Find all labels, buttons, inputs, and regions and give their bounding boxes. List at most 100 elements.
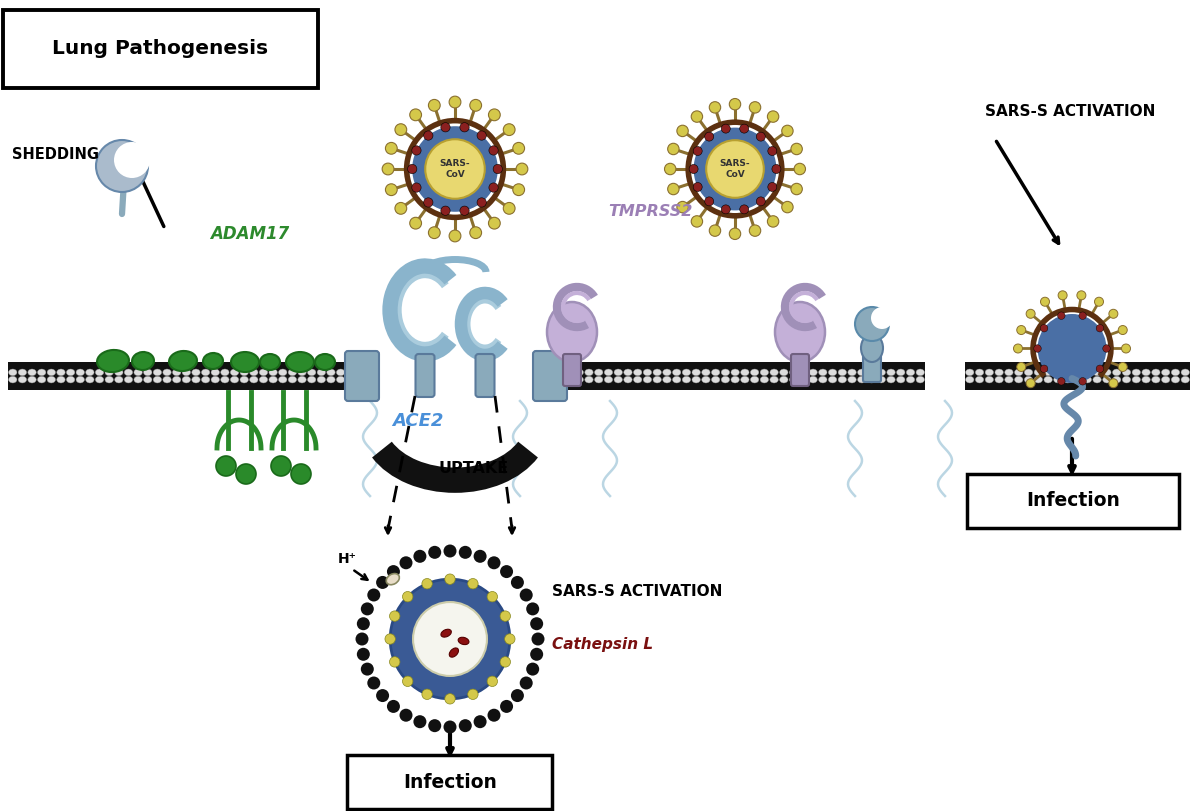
Circle shape bbox=[689, 165, 698, 174]
Ellipse shape bbox=[1025, 376, 1033, 383]
Ellipse shape bbox=[298, 376, 306, 383]
Ellipse shape bbox=[56, 376, 65, 383]
Ellipse shape bbox=[1014, 369, 1022, 375]
Ellipse shape bbox=[346, 376, 354, 383]
Text: ADAM17: ADAM17 bbox=[210, 225, 289, 243]
Ellipse shape bbox=[278, 369, 287, 375]
Ellipse shape bbox=[809, 376, 817, 383]
Circle shape bbox=[526, 663, 539, 676]
FancyBboxPatch shape bbox=[346, 351, 379, 401]
Bar bbox=[965, 362, 1190, 390]
Ellipse shape bbox=[192, 369, 200, 375]
Ellipse shape bbox=[780, 376, 788, 383]
Circle shape bbox=[356, 648, 370, 661]
Ellipse shape bbox=[1063, 369, 1072, 375]
Text: SARS-S ACTIVATION: SARS-S ACTIVATION bbox=[985, 104, 1156, 119]
Ellipse shape bbox=[740, 369, 749, 375]
Circle shape bbox=[487, 676, 498, 687]
Ellipse shape bbox=[169, 351, 197, 371]
Ellipse shape bbox=[1054, 369, 1062, 375]
Ellipse shape bbox=[449, 648, 458, 657]
Ellipse shape bbox=[154, 369, 162, 375]
Circle shape bbox=[749, 225, 761, 236]
Ellipse shape bbox=[556, 376, 564, 383]
Ellipse shape bbox=[8, 369, 17, 375]
FancyBboxPatch shape bbox=[791, 354, 809, 386]
Ellipse shape bbox=[775, 302, 826, 362]
Ellipse shape bbox=[565, 369, 574, 375]
Text: Infection: Infection bbox=[403, 773, 497, 792]
Ellipse shape bbox=[594, 369, 602, 375]
Ellipse shape bbox=[692, 369, 701, 375]
Ellipse shape bbox=[799, 369, 808, 375]
Circle shape bbox=[856, 307, 889, 341]
Ellipse shape bbox=[976, 376, 984, 383]
Ellipse shape bbox=[877, 376, 886, 383]
Ellipse shape bbox=[1044, 376, 1052, 383]
Ellipse shape bbox=[818, 376, 827, 383]
Circle shape bbox=[367, 589, 380, 602]
Circle shape bbox=[236, 464, 256, 484]
Circle shape bbox=[390, 657, 400, 667]
Circle shape bbox=[474, 715, 486, 728]
Ellipse shape bbox=[1171, 376, 1180, 383]
Ellipse shape bbox=[28, 376, 36, 383]
Ellipse shape bbox=[1093, 369, 1102, 375]
Ellipse shape bbox=[731, 376, 739, 383]
Ellipse shape bbox=[1004, 376, 1013, 383]
Circle shape bbox=[487, 591, 498, 602]
Circle shape bbox=[488, 146, 498, 155]
Ellipse shape bbox=[1103, 376, 1111, 383]
Ellipse shape bbox=[1142, 369, 1151, 375]
Circle shape bbox=[414, 550, 426, 563]
Circle shape bbox=[1016, 325, 1026, 334]
FancyBboxPatch shape bbox=[475, 354, 494, 397]
Ellipse shape bbox=[1025, 369, 1033, 375]
Circle shape bbox=[385, 143, 397, 154]
Ellipse shape bbox=[288, 376, 296, 383]
Ellipse shape bbox=[868, 376, 876, 383]
Circle shape bbox=[444, 720, 456, 733]
Circle shape bbox=[409, 109, 421, 121]
Ellipse shape bbox=[721, 376, 730, 383]
Ellipse shape bbox=[286, 352, 314, 372]
Circle shape bbox=[408, 165, 416, 174]
Circle shape bbox=[768, 182, 776, 191]
Circle shape bbox=[1096, 365, 1104, 372]
Ellipse shape bbox=[1171, 369, 1180, 375]
Circle shape bbox=[871, 307, 893, 329]
Circle shape bbox=[1118, 325, 1127, 334]
Ellipse shape bbox=[1044, 369, 1052, 375]
Text: H⁺: H⁺ bbox=[338, 552, 356, 566]
Ellipse shape bbox=[240, 376, 248, 383]
Circle shape bbox=[767, 216, 779, 227]
Circle shape bbox=[1040, 324, 1048, 332]
Circle shape bbox=[385, 184, 397, 195]
Circle shape bbox=[413, 127, 498, 212]
Circle shape bbox=[367, 676, 380, 689]
Ellipse shape bbox=[1132, 369, 1140, 375]
Circle shape bbox=[677, 125, 689, 136]
Circle shape bbox=[1109, 379, 1118, 388]
Ellipse shape bbox=[326, 376, 335, 383]
Ellipse shape bbox=[1054, 376, 1062, 383]
Ellipse shape bbox=[702, 369, 710, 375]
Circle shape bbox=[412, 146, 421, 155]
Circle shape bbox=[1109, 309, 1118, 318]
Ellipse shape bbox=[985, 376, 994, 383]
Text: SARS-S ACTIVATION: SARS-S ACTIVATION bbox=[552, 584, 722, 599]
Ellipse shape bbox=[858, 376, 866, 383]
Circle shape bbox=[409, 217, 421, 229]
Ellipse shape bbox=[1162, 376, 1170, 383]
Ellipse shape bbox=[278, 376, 287, 383]
Circle shape bbox=[1118, 363, 1127, 371]
Ellipse shape bbox=[85, 369, 94, 375]
Ellipse shape bbox=[916, 369, 924, 375]
Ellipse shape bbox=[1014, 376, 1022, 383]
Ellipse shape bbox=[692, 376, 701, 383]
Ellipse shape bbox=[858, 369, 866, 375]
Ellipse shape bbox=[37, 369, 46, 375]
Ellipse shape bbox=[877, 369, 886, 375]
FancyBboxPatch shape bbox=[2, 10, 318, 88]
Ellipse shape bbox=[887, 376, 895, 383]
